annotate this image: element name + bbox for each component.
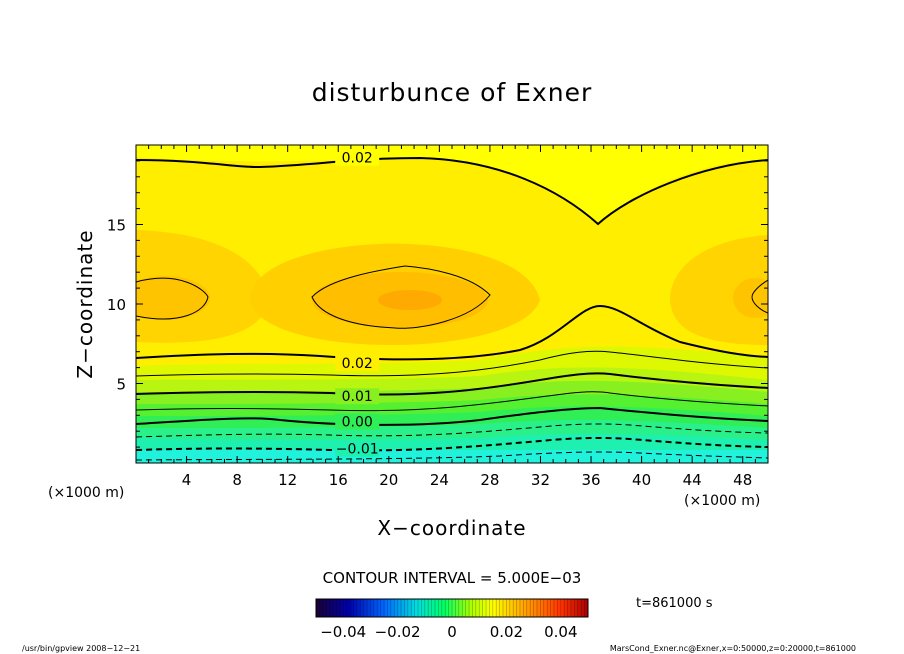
plot-area [136, 145, 768, 463]
orange-zone-right [670, 235, 768, 345]
orange-core-right [733, 278, 768, 318]
contour-label-background [335, 388, 380, 405]
contour-line-minus-0.015 [136, 451, 768, 461]
x-tick-label: 16 [329, 471, 348, 489]
y-tick-label: 5 [116, 376, 126, 394]
contour-line-inner-right [751, 279, 768, 314]
contour-labels: 0.02 0.02 0.01 0.00 −0.01 [335, 149, 380, 458]
colorbar-stripes [319, 599, 585, 617]
orange-core-left [136, 276, 210, 320]
contour-line-0.00 [136, 406, 768, 426]
x-tick-label: 4 [182, 471, 192, 489]
x-tick-label: 44 [683, 471, 702, 489]
contour-label: 0.00 [342, 415, 373, 431]
x-tick-label: 48 [733, 471, 752, 489]
contour-line-inner-center [311, 265, 491, 329]
colorbar-tick-label: −0.02 [375, 623, 421, 641]
contour-line-minus-0.01 [136, 436, 768, 452]
contour-line-inner-left [136, 277, 209, 320]
contour-label-background [335, 413, 380, 430]
contour-line-0.005 [136, 391, 768, 412]
colorbar-tick-label: 0.02 [490, 623, 523, 641]
x-tick-label: 28 [480, 471, 499, 489]
band-green-1 [136, 414, 768, 440]
x-axis-ticks: 4 8 12 16 20 24 28 32 36 40 44 48 [148, 145, 756, 489]
x-tick-label: 24 [430, 471, 449, 489]
contour-line-0.02-bottom [136, 304, 768, 361]
chart-title: disturbunce of Exner [312, 78, 593, 107]
x-axis-title: X−coordinate [377, 516, 526, 540]
x-unit-right: (×1000 m) [684, 493, 760, 509]
x-tick-label: 32 [531, 471, 550, 489]
band-top-yellow [136, 145, 768, 222]
y-tick-label: 10 [107, 296, 126, 314]
band-cyan [136, 446, 768, 463]
x-unit-left: (×1000 m) [48, 485, 124, 501]
footer-left: /usr/bin/gpview 2008−12−21 [22, 644, 140, 653]
contour-line-0.01 [136, 372, 768, 396]
band-yellowgreen [136, 362, 768, 392]
contour-label: 0.02 [342, 356, 373, 372]
contour-label: 0.02 [342, 151, 373, 167]
colorbar-tick-label: 0 [447, 623, 457, 641]
contour-label: 0.01 [342, 389, 373, 405]
colorbar-tick-labels: −0.04 −0.02 0 0.02 0.04 [320, 623, 577, 641]
colorbar-fill [315, 598, 589, 618]
footer-right: MarsCond_Exner.nc@Exner,x=0:50000,z=0:20… [610, 644, 856, 653]
x-tick-label: 20 [379, 471, 398, 489]
contour-line-minus-0.005 [136, 423, 768, 438]
contour-label-background [335, 354, 380, 371]
y-axis-title: Z−coordinate [73, 229, 97, 378]
band-lime [136, 346, 768, 380]
x-tick-label: 12 [278, 471, 297, 489]
contour-line-0.015 [136, 350, 768, 377]
orange-peak-center [378, 290, 442, 310]
contour-label-background [335, 440, 380, 457]
colorbar-tick-label: −0.04 [320, 623, 366, 641]
colorbar: −0.04 −0.02 0 0.02 0.04 [315, 598, 589, 641]
contour-interval-text: CONTOUR INTERVAL = 5.000E−03 [323, 569, 582, 587]
colorbar-tick-label: 0.04 [544, 623, 577, 641]
x-tick-label: 8 [232, 471, 242, 489]
x-tick-label: 40 [632, 471, 651, 489]
y-tick-label: 15 [107, 217, 126, 235]
contour-label: −0.01 [336, 442, 379, 458]
time-label: t=861000 s [636, 596, 713, 611]
contour-line-0.02-top [136, 156, 768, 226]
contour-label-background [335, 149, 380, 166]
band-green-4 [136, 375, 768, 404]
y-axis-ticks: 5 10 15 [107, 160, 768, 448]
x-tick-label: 36 [581, 471, 600, 489]
